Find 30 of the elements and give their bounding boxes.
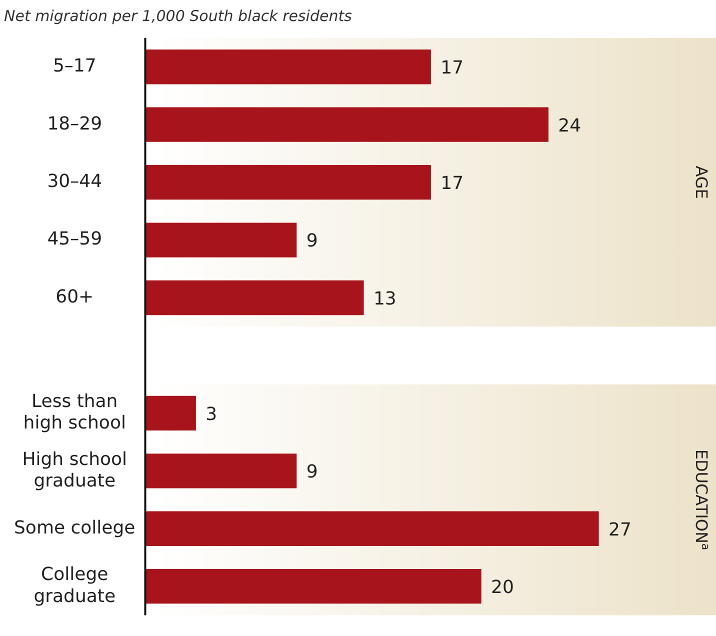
y-tick-label: College graduate <box>34 564 116 607</box>
band-label: EDUCATIONa <box>692 449 712 550</box>
bar <box>145 107 548 142</box>
data-label: 27 <box>608 519 632 540</box>
band-label: AGE <box>692 166 711 199</box>
data-label: 17 <box>440 58 464 79</box>
bar <box>145 569 482 604</box>
bar <box>145 454 297 488</box>
bar <box>145 222 297 258</box>
y-tick-label: 18–29 <box>47 113 102 134</box>
bar <box>145 280 364 316</box>
y-tick-label: 45–59 <box>47 228 102 250</box>
data-label: 13 <box>373 288 396 310</box>
bar <box>145 511 599 546</box>
y-tick-label: Less than high school <box>23 391 126 434</box>
data-label: 24 <box>558 115 582 136</box>
data-label: 3 <box>206 404 218 425</box>
y-tick-label: Some college <box>14 517 136 538</box>
bar <box>145 396 196 431</box>
bar <box>145 50 431 84</box>
y-tick-label: High school graduate <box>22 448 128 492</box>
data-label: 9 <box>306 230 318 252</box>
bar <box>145 164 431 200</box>
chart-title: Net migration per 1,000 South black residents <box>4 6 352 25</box>
data-label: 9 <box>306 462 318 483</box>
y-tick-label: 5–17 <box>52 56 96 77</box>
y-tick-label: 30–44 <box>47 170 102 192</box>
y-tick-label: 60+ <box>56 286 94 308</box>
data-label: 17 <box>440 172 464 194</box>
data-label: 20 <box>490 577 514 598</box>
